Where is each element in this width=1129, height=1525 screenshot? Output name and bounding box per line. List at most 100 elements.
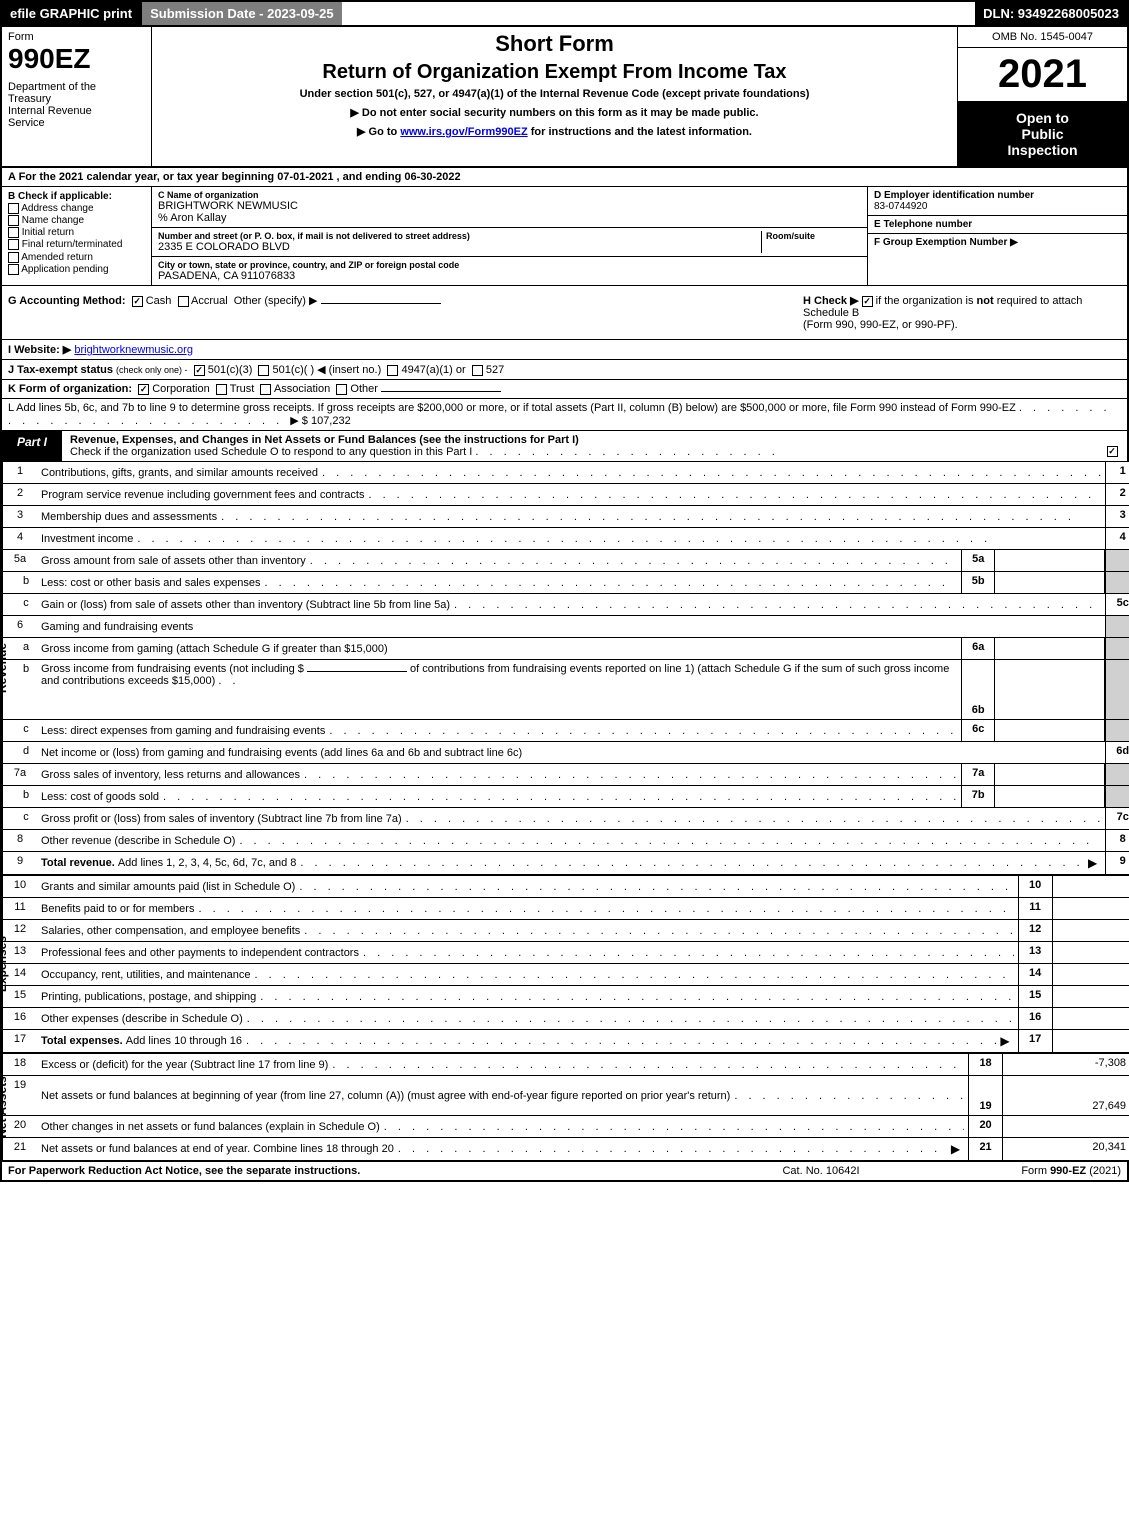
dots: [318, 467, 1101, 479]
dots: [402, 813, 1102, 825]
opt-501c: 501(c)( ) ◀ (insert no.): [273, 364, 382, 376]
line-desc: Gross income from gaming (attach Schedul…: [37, 638, 961, 659]
opt-corporation: Corporation: [152, 383, 209, 395]
dots: [217, 511, 1101, 523]
sub-val: [995, 786, 1105, 807]
expenses-side-label: Expenses: [2, 876, 3, 1052]
right-num: 12: [1018, 920, 1052, 941]
sub-num: 7b: [961, 786, 995, 807]
l-amount-label: ▶ $: [290, 415, 308, 427]
chk-h[interactable]: [862, 296, 873, 307]
chk-corporation[interactable]: [138, 384, 149, 395]
care-of: % Aron Kallay: [158, 212, 861, 224]
dots: [300, 769, 957, 781]
line-6c: c Less: direct expenses from gaming and …: [3, 720, 1129, 742]
line-19: 19 Net assets or fund balances at beginn…: [3, 1076, 1129, 1116]
revenue-side-label: Revenue: [2, 462, 3, 874]
line-desc: Less: cost of goods sold: [37, 786, 961, 807]
return-title: Return of Organization Exempt From Incom…: [158, 61, 951, 84]
chk-501c[interactable]: [258, 365, 269, 376]
other-specify-line[interactable]: [321, 303, 441, 304]
line-desc: Excess or (deficit) for the year (Subtra…: [37, 1054, 968, 1075]
irs-link[interactable]: www.irs.gov/Form990EZ: [400, 126, 527, 138]
section-def: D Employer identification number 83-0744…: [867, 187, 1127, 285]
line-num: 2: [3, 484, 37, 505]
line-text: Less: cost or other basis and sales expe…: [41, 577, 261, 589]
open-line1: Open to: [962, 110, 1123, 126]
right-num: 17: [1018, 1030, 1052, 1052]
opt-cash: Cash: [146, 295, 172, 307]
chk-address-change[interactable]: Address change: [8, 203, 145, 214]
other-org-line[interactable]: [381, 391, 501, 392]
opt-initial-return: Initial return: [22, 227, 74, 238]
chk-accrual[interactable]: [178, 296, 189, 307]
group-label: F Group Exemption Number ▶: [874, 237, 1018, 248]
accounting-label: G Accounting Method:: [8, 295, 126, 307]
checkbox-icon[interactable]: [8, 215, 19, 226]
right-num-shaded: [1105, 616, 1129, 637]
right-num: 5c: [1105, 594, 1129, 615]
chk-cash[interactable]: [132, 296, 143, 307]
sub-val: [995, 638, 1105, 659]
line-2: 2 Program service revenue including gove…: [3, 484, 1129, 506]
chk-association[interactable]: [260, 384, 271, 395]
right-val: [1052, 898, 1129, 919]
line-text: Gaming and fundraising events: [41, 621, 193, 633]
open-line2: Public: [962, 126, 1123, 142]
chk-final-return[interactable]: Final return/terminated: [8, 239, 145, 250]
section-b: B Check if applicable: Address change Na…: [2, 187, 152, 285]
checkbox-icon[interactable]: [8, 239, 19, 250]
chk-part1[interactable]: [1107, 446, 1118, 457]
open-line3: Inspection: [962, 142, 1123, 158]
checkbox-icon[interactable]: [8, 252, 19, 263]
checkbox-icon[interactable]: [8, 264, 19, 275]
dots: [450, 599, 1101, 611]
efile-print-label[interactable]: efile GRAPHIC print: [2, 2, 140, 25]
website-label: I Website: ▶: [8, 344, 71, 356]
dots: [261, 577, 958, 589]
checkbox-icon[interactable]: [8, 227, 19, 238]
line-desc: Net assets or fund balances at end of ye…: [37, 1138, 968, 1160]
line-desc: Other expenses (describe in Schedule O): [37, 1008, 1018, 1029]
line-7a: 7a Gross sales of inventory, less return…: [3, 764, 1129, 786]
city-row: City or town, state or province, country…: [152, 257, 867, 285]
chk-other-org[interactable]: [336, 384, 347, 395]
line-num: 9: [3, 852, 37, 874]
arrow-icon: ▶: [947, 1142, 964, 1156]
omb-number: OMB No. 1545-0047: [958, 27, 1127, 48]
part1-title-wrap: Revenue, Expenses, and Changes in Net As…: [62, 431, 1097, 461]
line-text: Grants and similar amounts paid (list in…: [41, 881, 295, 893]
chk-4947[interactable]: [387, 365, 398, 376]
line-text: Printing, publications, postage, and shi…: [41, 991, 256, 1003]
line-desc: Less: cost or other basis and sales expe…: [37, 572, 961, 593]
chk-amended-return[interactable]: Amended return: [8, 252, 145, 263]
room-label: Room/suite: [766, 231, 861, 241]
right-num: 13: [1018, 942, 1052, 963]
line-num: 3: [3, 506, 37, 527]
chk-application-pending[interactable]: Application pending: [8, 264, 145, 275]
dots: [251, 969, 1014, 981]
line-num: 5a: [3, 550, 37, 571]
header-right: OMB No. 1545-0047 2021 Open to Public In…: [957, 27, 1127, 166]
dots: [359, 947, 1014, 959]
street-label: Number and street (or P. O. box, if mail…: [158, 231, 761, 241]
line-text: Gross amount from sale of assets other t…: [41, 555, 306, 567]
l-text: L Add lines 5b, 6c, and 7b to line 9 to …: [8, 402, 1016, 414]
right-val: [1052, 920, 1129, 941]
amount-blank[interactable]: [307, 671, 407, 672]
opt-527: 527: [486, 364, 504, 376]
chk-trust[interactable]: [216, 384, 227, 395]
sub-val: [995, 720, 1105, 741]
line-text: Professional fees and other payments to …: [41, 947, 359, 959]
chk-501c3[interactable]: [194, 365, 205, 376]
chk-initial-return[interactable]: Initial return: [8, 227, 145, 238]
website-link[interactable]: brightworknewmusic.org: [74, 344, 193, 356]
opt-application-pending: Application pending: [21, 264, 108, 275]
checkbox-icon[interactable]: [8, 203, 19, 214]
sub-val: [995, 764, 1105, 785]
dots: [159, 791, 957, 803]
line-text: Net assets or fund balances at end of ye…: [41, 1143, 394, 1155]
chk-name-change[interactable]: Name change: [8, 215, 145, 226]
chk-527[interactable]: [472, 365, 483, 376]
sub-num: 5a: [961, 550, 995, 571]
